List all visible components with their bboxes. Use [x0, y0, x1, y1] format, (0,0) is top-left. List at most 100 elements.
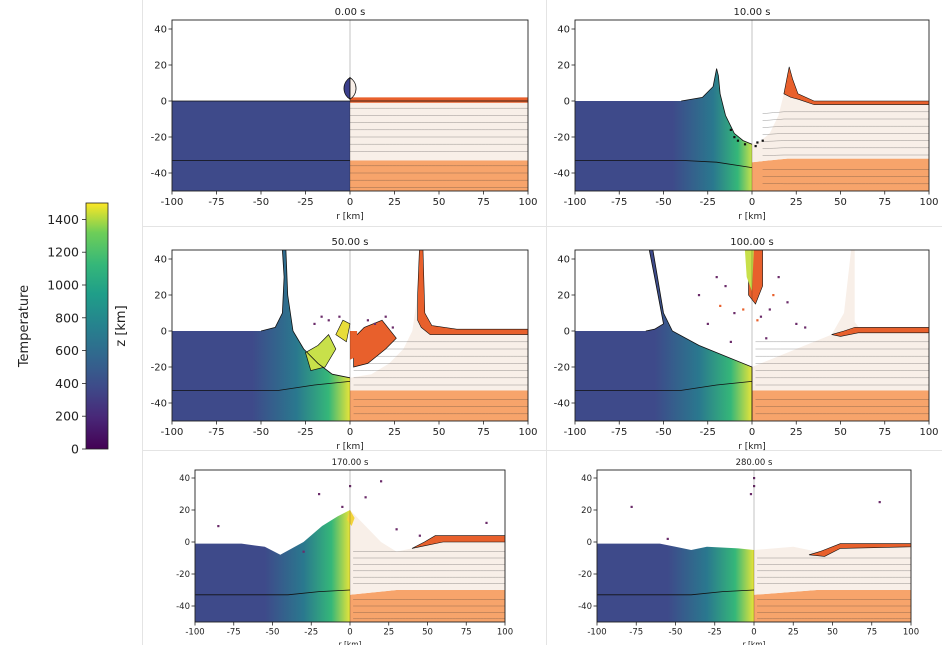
y-tick-label: 20 [581, 506, 592, 516]
ejecta-particle [384, 315, 387, 318]
y-tick-label: 40 [154, 255, 167, 266]
panel: -100 -75 -50 -25 0 25 50 75 100 40 20 0 -20 -40 r [km]… [151, 7, 538, 222]
x-tick-label: 75 [878, 197, 891, 208]
ejecta-particle [786, 301, 789, 304]
ejecta-particle [395, 528, 398, 531]
x-tick-label: 50 [834, 427, 847, 438]
ejecta-particle [313, 322, 316, 325]
ejecta-particle [380, 480, 383, 483]
material-contour [762, 126, 929, 128]
x-tick-label: -75 [208, 197, 224, 208]
x-tick-label: -100 [185, 628, 204, 638]
x-tick-label: -100 [161, 197, 184, 208]
colorbar-tick-label: 1000 [47, 278, 79, 293]
y-tick-label: 0 [564, 327, 570, 338]
x-tick-label: 100 [919, 427, 938, 438]
ejecta-particle [768, 308, 771, 311]
colorbar-ticks: 1400 1200 1000 800 600 400 200 0 [47, 212, 86, 457]
crater-field [195, 470, 505, 622]
x-tick-label: -75 [227, 628, 241, 638]
ejecta-particle [804, 326, 807, 329]
shared-z-axis-label: z [km] [114, 305, 129, 346]
material-contour [762, 133, 929, 135]
cell-divider-vertical-left [142, 0, 143, 645]
mantle-right [752, 390, 929, 421]
y-tick-label: 40 [179, 474, 190, 484]
colorbar: 1400 1200 1000 800 600 400 200 0 Temperature z … [17, 202, 129, 457]
y-tick-label: -40 [151, 399, 167, 410]
ejecta-particle [724, 285, 727, 288]
material-contour [762, 154, 929, 156]
ejecta-particle [765, 337, 768, 340]
x-tick-label: -100 [161, 427, 184, 438]
crust-right [754, 545, 911, 595]
x-tick-label: -50 [253, 427, 269, 438]
surface-layer [350, 97, 528, 103]
panel-title: 100.00 s [730, 237, 773, 248]
crust-right [350, 250, 528, 391]
ejecta-particle [756, 319, 759, 322]
x-tick-label: 25 [388, 427, 401, 438]
ejecta-particle [733, 136, 736, 139]
central-jet-melt [744, 250, 754, 292]
x-tick-label: -50 [253, 197, 269, 208]
ejecta-particle [373, 322, 377, 325]
y-tick-label: 20 [154, 291, 167, 302]
surface-layer [808, 543, 911, 557]
x-tick-label: -25 [304, 628, 318, 638]
target-left [575, 250, 752, 421]
x-tick-label: 0 [347, 427, 353, 438]
colorbar-gradient [85, 202, 109, 450]
colorbar-tick-label: 1200 [47, 245, 79, 260]
colorbar-tick-label: 800 [55, 310, 79, 325]
y-tick-label: 20 [557, 61, 570, 72]
mantle-right [350, 390, 528, 421]
x-axis-label: r [km] [738, 442, 766, 452]
x-tick-label: -75 [611, 197, 627, 208]
colorbar-tick-label: 1400 [47, 212, 79, 227]
ejecta-particle [706, 322, 709, 325]
x-tick-label: 50 [834, 197, 847, 208]
colorbar-tick-label: 0 [71, 442, 79, 457]
panel-title: 280.00 s [736, 458, 773, 468]
ejecta-particle [485, 521, 488, 524]
y-tick-label: 40 [581, 474, 592, 484]
ejecta-particle [761, 139, 764, 142]
x-tick-label: -100 [564, 427, 587, 438]
crater-field [575, 250, 929, 421]
crust-right [350, 510, 505, 595]
ejecta-particle [742, 308, 745, 311]
panel: -100 -75 -50 -25 0 25 50 75 100 40 20 0 -20 -40 r [km]… [578, 458, 919, 645]
y-tick-label: 20 [179, 506, 190, 516]
ejecta-particle [341, 505, 344, 508]
panel-title: 0.00 s [335, 7, 366, 18]
x-tick-label: 100 [497, 628, 513, 638]
crust-right [752, 250, 929, 391]
moho-line [597, 589, 755, 596]
crater-field [172, 20, 528, 191]
y-tick-label: 20 [154, 61, 167, 72]
y-tick-label: 40 [154, 25, 167, 36]
colorbar-tick-label: 200 [55, 409, 79, 424]
x-tick-label: 50 [433, 427, 446, 438]
ejecta-particle [217, 525, 220, 528]
y-tick-label: 0 [161, 327, 167, 338]
ejecta-particle [327, 319, 330, 322]
x-tick-label: 25 [383, 628, 394, 638]
x-tick-label: -50 [669, 628, 683, 638]
ejecta-particle [302, 550, 305, 553]
ejecta-particle [743, 143, 747, 146]
x-tick-label: 100 [903, 628, 919, 638]
moho-line [575, 160, 753, 168]
y-tick-label: 0 [161, 97, 167, 108]
panel: -100 -75 -50 -25 0 25 50 75 100 40 20 0 -20 -40 r [km]… [554, 237, 939, 452]
x-tick-label: -25 [700, 197, 716, 208]
ejecta-particle [772, 294, 775, 297]
central-column [350, 331, 358, 360]
ejecta-particle [756, 141, 759, 144]
x-tick-label: 75 [461, 628, 472, 638]
y-tick-label: -40 [554, 399, 570, 410]
x-tick-label: -25 [297, 197, 313, 208]
x-tick-label: -75 [629, 628, 643, 638]
y-tick-label: 0 [564, 97, 570, 108]
